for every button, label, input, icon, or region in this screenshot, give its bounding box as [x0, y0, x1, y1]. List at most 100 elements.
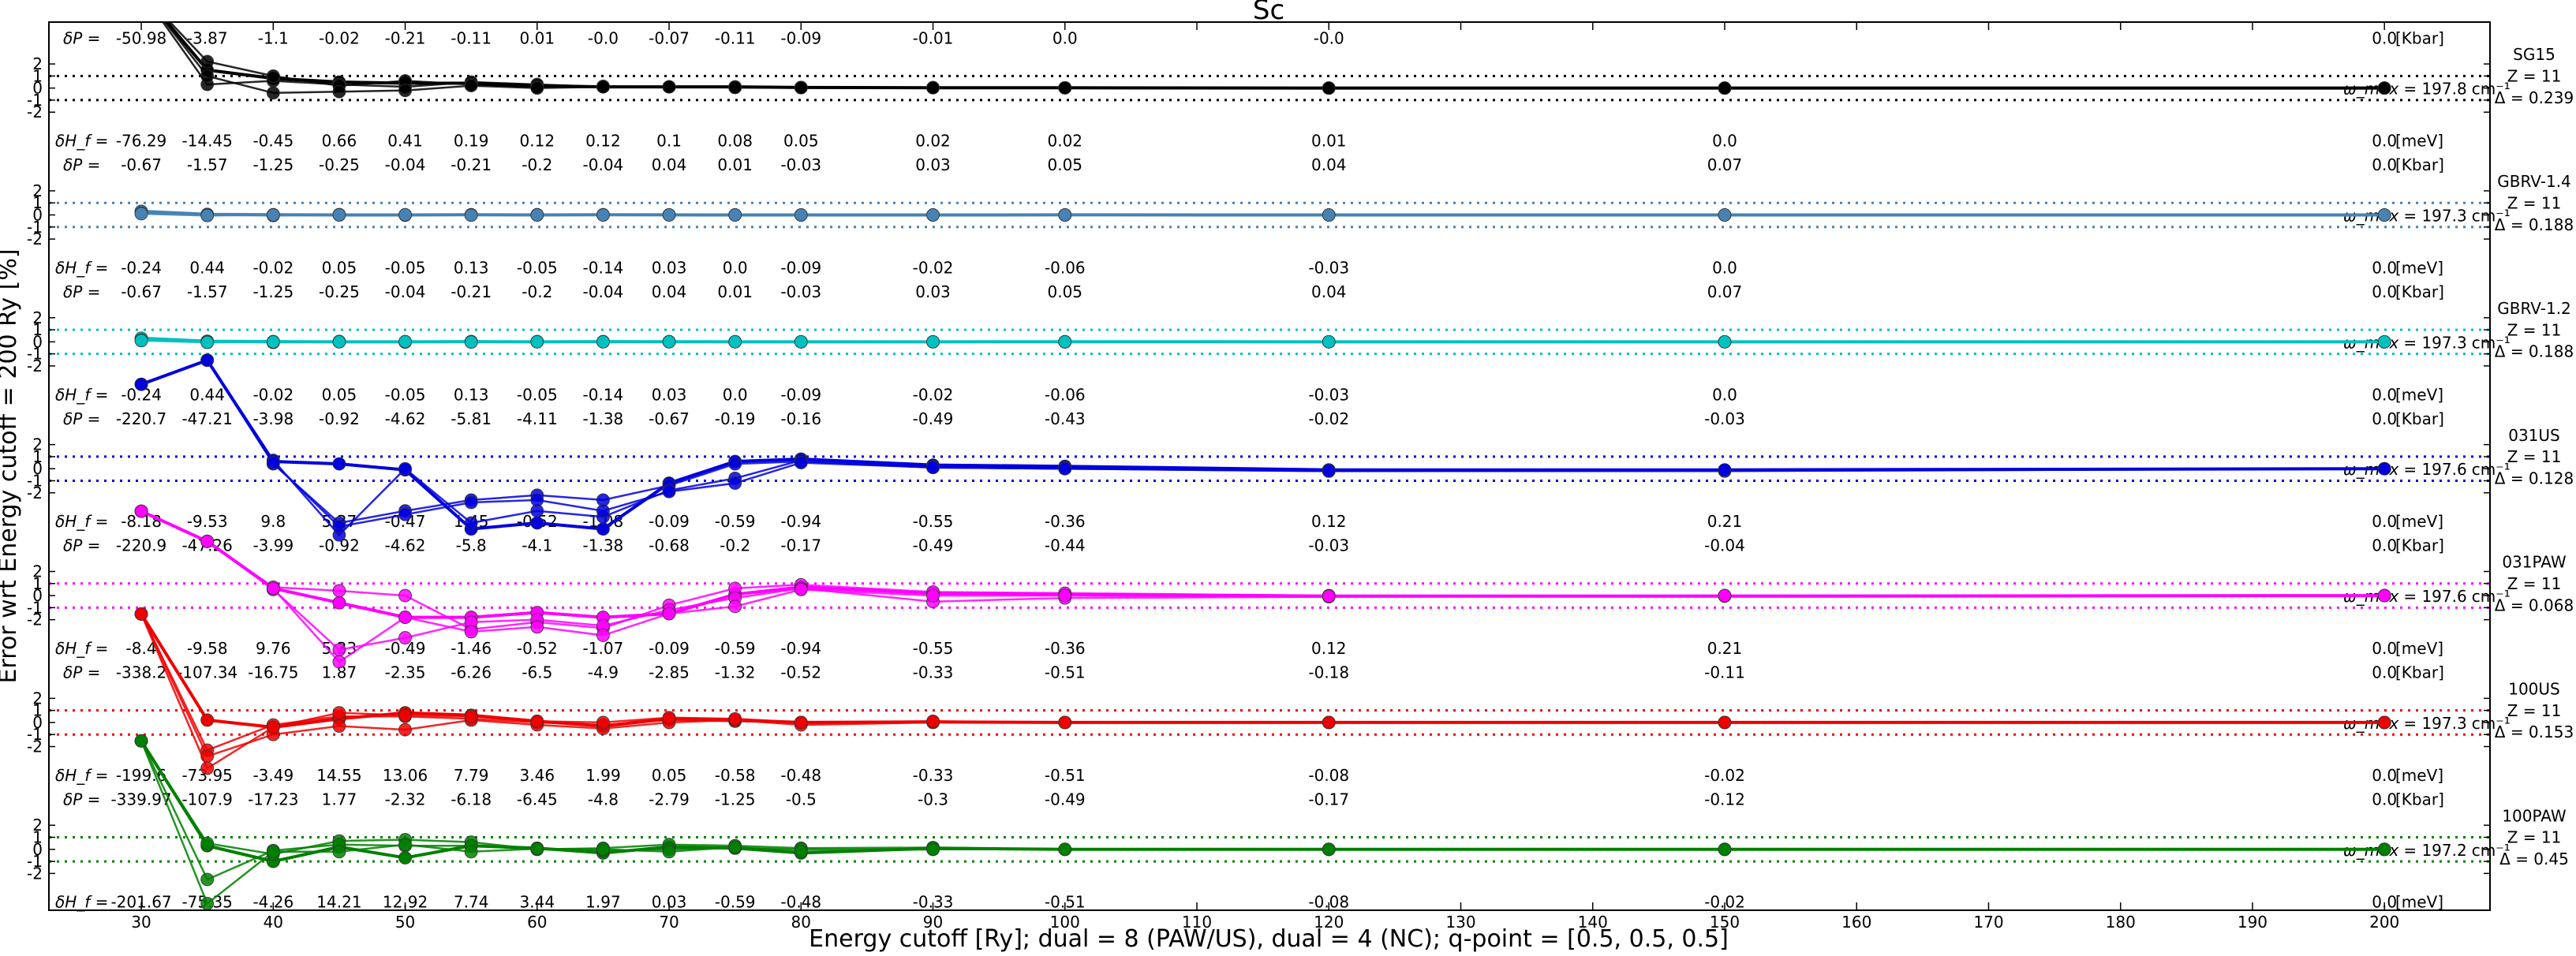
dh-value-label: 0.03 — [652, 258, 687, 277]
dp-value-label: -0.04 — [583, 155, 624, 174]
y-tick-label: -2 — [27, 357, 43, 375]
y-tick-label: 1 — [32, 320, 43, 339]
dp-value-label: -50.98 — [116, 28, 166, 47]
dp-unit-label: [Kbar] — [2395, 536, 2444, 555]
dh-value-label: -0.51 — [1045, 766, 1086, 785]
dh-unit-label: [meV] — [2395, 258, 2443, 277]
dh-value-label: 0.01 — [1311, 132, 1347, 151]
omega-unit: cm⁻¹ — [2472, 460, 2511, 479]
y-tick-label: 1 — [32, 574, 43, 593]
dp-value-label: -0.2 — [522, 155, 552, 174]
x-tick-label: 50 — [395, 913, 415, 932]
pseudopotential-z: Z = 11 — [2507, 574, 2562, 593]
data-point — [398, 84, 412, 98]
data-point — [1058, 334, 1072, 349]
data-point — [200, 897, 215, 910]
data-point — [398, 611, 412, 624]
dp-value-label: -0.68 — [649, 536, 690, 555]
pseudopotential-delta: Δ = 0.188 — [2495, 342, 2574, 361]
y-tick-label: -1 — [27, 852, 43, 871]
dh-value-label: -0.05 — [385, 385, 426, 404]
dh-row-label: δH_f = — [55, 385, 108, 404]
pseudopotential-name: GBRV-1.4 — [2497, 172, 2571, 191]
data-point — [1058, 588, 1072, 603]
series-line — [140, 359, 2385, 528]
dh-value-label: -8.4 — [126, 639, 157, 658]
dp-value-label: -0.07 — [649, 28, 690, 47]
dh-value-label: -0.48 — [780, 766, 821, 785]
dp-value-label: 0.01 — [717, 155, 753, 174]
data-point — [596, 715, 610, 730]
dh-unit-label: [meV] — [2395, 385, 2443, 404]
dh-value-label: 0.0 — [723, 258, 748, 277]
pseudopotential-delta: Δ = 0.188 — [2495, 215, 2574, 234]
data-point — [398, 461, 412, 476]
data-point — [794, 334, 808, 349]
y-tick-label: 0 — [32, 713, 43, 732]
y-tick-label: 0 — [32, 586, 43, 605]
dp-row-label: δP = — [63, 155, 100, 174]
dh-value-label: 0.41 — [387, 132, 423, 151]
dp-value-label: -1.57 — [187, 282, 228, 301]
data-point — [794, 80, 808, 95]
data-point — [134, 207, 148, 221]
data-point — [398, 838, 412, 852]
dh-row-label: δH_f = — [55, 893, 108, 912]
dp-value-label: -0.12 — [1704, 790, 1745, 808]
data-point — [266, 720, 280, 734]
dh-value-label: 7.74 — [454, 893, 489, 912]
data-point — [794, 715, 808, 730]
y-tick-label: 0 — [32, 79, 43, 98]
dh-value-label: -0.03 — [1308, 385, 1349, 404]
dh-value-label: 14.55 — [316, 766, 361, 785]
data-point — [530, 493, 544, 507]
dh-value-label: 0.02 — [915, 132, 951, 151]
dp-value-label: 0.07 — [1707, 155, 1743, 174]
x-tick-label: 120 — [1314, 913, 1344, 932]
data-point — [794, 456, 808, 469]
dp-value-label: -0.16 — [780, 409, 821, 428]
dh-value-label: -0.24 — [121, 258, 162, 277]
data-point — [398, 334, 412, 349]
y-tick-label: 1 — [32, 828, 43, 847]
series-line — [140, 740, 2385, 906]
y-tick-label: -1 — [27, 91, 43, 110]
dh-value-label: -0.08 — [1308, 766, 1349, 785]
data-point — [1058, 208, 1072, 222]
dp-value-label: -1.38 — [583, 409, 624, 428]
dp-value-label: -4.62 — [385, 409, 426, 428]
dh-value-label: 0.0 — [2372, 258, 2397, 277]
dh-value-label: -0.94 — [780, 512, 821, 531]
dp-value-label: -0.01 — [913, 28, 954, 47]
data-point — [200, 836, 215, 850]
data-point — [200, 761, 215, 775]
dp-value-label: -0.04 — [385, 155, 426, 174]
dp-value-label: -107.34 — [177, 663, 237, 682]
dp-value-label: 0.01 — [717, 282, 753, 301]
data-point — [728, 711, 742, 726]
y-tick-label: 2 — [32, 689, 43, 708]
series-line — [140, 510, 2385, 631]
pseudopotential-delta: Δ = 0.128 — [2495, 469, 2574, 487]
dp-value-label: -4.1 — [522, 536, 552, 555]
dh-value-label: -0.36 — [1045, 512, 1086, 531]
dh-value-label: -0.02 — [252, 385, 293, 404]
dp-value-label: -220.9 — [116, 536, 166, 555]
omega-value: = 197.3 — [2403, 714, 2466, 733]
omega-value: = 197.6 — [2403, 460, 2466, 479]
data-point — [530, 715, 544, 728]
dp-unit-label: [Kbar] — [2395, 282, 2444, 301]
dp-value-label: -0.67 — [121, 282, 162, 301]
data-point — [1322, 589, 1336, 603]
data-point — [1322, 464, 1336, 478]
dp-value-label: -4.9 — [588, 663, 619, 682]
y-tick-label: -2 — [27, 864, 43, 883]
dh-value-label: 0.21 — [1707, 512, 1743, 531]
data-point — [2377, 81, 2391, 95]
dh-value-label: -1.46 — [451, 639, 492, 658]
dh-value-label: -0.58 — [715, 766, 756, 785]
data-point — [2377, 208, 2391, 222]
dh-row-label: δH_f = — [55, 512, 108, 531]
dh-value-label: -0.02 — [1704, 766, 1745, 785]
dp-value-label: -6.45 — [517, 790, 558, 808]
